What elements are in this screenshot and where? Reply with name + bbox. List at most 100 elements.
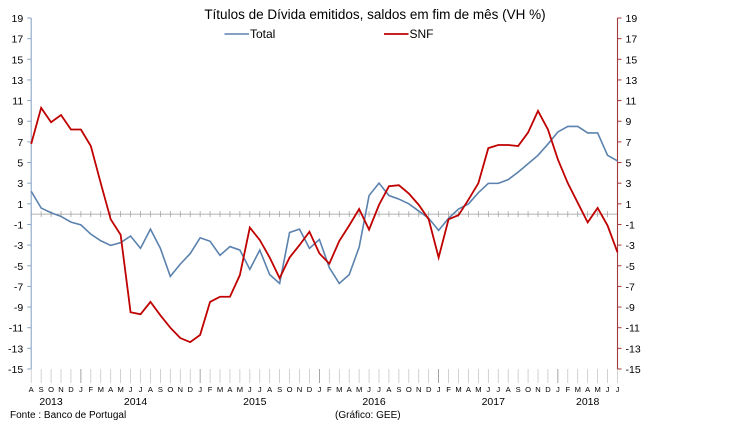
svg-text:D: D — [307, 385, 313, 394]
svg-text:J: J — [437, 385, 441, 394]
svg-text:-11: -11 — [626, 323, 641, 335]
svg-text:-9: -9 — [14, 302, 23, 314]
svg-text:A: A — [227, 385, 233, 394]
svg-text:-3: -3 — [14, 240, 23, 252]
svg-text:9: 9 — [17, 116, 23, 128]
svg-text:M: M — [98, 385, 104, 394]
svg-text:M: M — [217, 385, 223, 394]
svg-text:Títulos de Dívida emitidos, sa: Títulos de Dívida emitidos, saldos em fi… — [204, 7, 545, 22]
svg-text:M: M — [356, 385, 362, 394]
svg-text:S: S — [277, 385, 282, 394]
svg-text:-3: -3 — [626, 240, 635, 252]
svg-text:11: 11 — [626, 96, 637, 108]
svg-text:S: S — [158, 385, 163, 394]
svg-text:-15: -15 — [8, 364, 23, 376]
svg-text:J: J — [198, 385, 202, 394]
svg-text:2013: 2013 — [39, 396, 63, 408]
svg-text:M: M — [336, 385, 342, 394]
svg-text:1: 1 — [626, 199, 632, 211]
svg-text:15: 15 — [12, 54, 24, 66]
svg-text:-13: -13 — [8, 343, 23, 355]
svg-text:-13: -13 — [626, 343, 641, 355]
svg-text:J: J — [367, 385, 371, 394]
svg-text:-5: -5 — [14, 261, 23, 273]
svg-text:D: D — [426, 385, 432, 394]
svg-text:D: D — [68, 385, 74, 394]
svg-text:15: 15 — [626, 54, 638, 66]
svg-text:M: M — [237, 385, 243, 394]
svg-text:A: A — [347, 385, 353, 394]
svg-text:M: M — [117, 385, 123, 394]
svg-text:A: A — [386, 385, 392, 394]
svg-text:J: J — [258, 385, 262, 394]
svg-text:A: A — [148, 385, 154, 394]
svg-text:S: S — [39, 385, 44, 394]
svg-text:A: A — [585, 385, 591, 394]
svg-text:-1: -1 — [14, 219, 23, 231]
svg-text:19: 19 — [626, 13, 638, 25]
svg-text:F: F — [88, 385, 93, 394]
svg-text:S: S — [516, 385, 521, 394]
svg-text:A: A — [267, 385, 273, 394]
svg-text:13: 13 — [12, 75, 24, 87]
svg-text:-11: -11 — [9, 323, 24, 335]
svg-text:5: 5 — [17, 158, 23, 170]
svg-text:N: N — [535, 385, 540, 394]
svg-text:5: 5 — [626, 158, 632, 170]
svg-text:Total: Total — [250, 27, 275, 41]
svg-text:O: O — [287, 385, 293, 394]
svg-text:M: M — [475, 385, 481, 394]
svg-text:J: J — [496, 385, 500, 394]
svg-text:D: D — [187, 385, 193, 394]
svg-text:O: O — [406, 385, 412, 394]
svg-text:-5: -5 — [626, 261, 635, 273]
svg-text:-1: -1 — [626, 219, 635, 231]
svg-text:7: 7 — [17, 137, 23, 149]
svg-text:A: A — [506, 385, 512, 394]
svg-text:M: M — [575, 385, 581, 394]
svg-text:F: F — [327, 385, 332, 394]
svg-text:O: O — [525, 385, 531, 394]
svg-text:N: N — [416, 385, 421, 394]
svg-text:SNF: SNF — [410, 27, 434, 41]
svg-text:F: F — [446, 385, 451, 394]
svg-text:J: J — [139, 385, 143, 394]
svg-text:N: N — [178, 385, 183, 394]
svg-text:F: F — [208, 385, 213, 394]
svg-text:1: 1 — [17, 199, 23, 211]
svg-text:J: J — [486, 385, 490, 394]
svg-text:19: 19 — [12, 13, 24, 25]
svg-text:3: 3 — [17, 178, 23, 190]
svg-text:11: 11 — [12, 96, 23, 108]
svg-text:-15: -15 — [626, 364, 641, 376]
svg-text:J: J — [248, 385, 252, 394]
svg-text:13: 13 — [626, 75, 638, 87]
svg-text:(Gráfico: GEE): (Gráfico: GEE) — [335, 410, 401, 421]
svg-text:J: J — [79, 385, 83, 394]
svg-text:-7: -7 — [626, 281, 635, 293]
svg-text:7: 7 — [626, 137, 632, 149]
svg-text:3: 3 — [626, 178, 632, 190]
svg-text:M: M — [455, 385, 461, 394]
svg-text:O: O — [48, 385, 54, 394]
svg-text:A: A — [29, 385, 35, 394]
svg-text:J: J — [377, 385, 381, 394]
svg-text:-9: -9 — [626, 302, 635, 314]
svg-text:J: J — [556, 385, 560, 394]
svg-text:17: 17 — [12, 34, 24, 46]
svg-text:17: 17 — [626, 34, 638, 46]
svg-text:S: S — [396, 385, 401, 394]
svg-text:M: M — [594, 385, 600, 394]
svg-text:2016: 2016 — [362, 396, 386, 408]
svg-text:2017: 2017 — [482, 396, 506, 408]
svg-text:J: J — [129, 385, 133, 394]
svg-text:Fonte : Banco de Portugal: Fonte : Banco de Portugal — [10, 410, 126, 421]
svg-text:J: J — [616, 385, 620, 394]
svg-text:2018: 2018 — [576, 396, 600, 408]
svg-text:-7: -7 — [14, 281, 23, 293]
svg-text:A: A — [466, 385, 472, 394]
svg-text:O: O — [167, 385, 173, 394]
svg-text:A: A — [108, 385, 114, 394]
svg-text:J: J — [606, 385, 610, 394]
svg-text:2015: 2015 — [243, 396, 267, 408]
